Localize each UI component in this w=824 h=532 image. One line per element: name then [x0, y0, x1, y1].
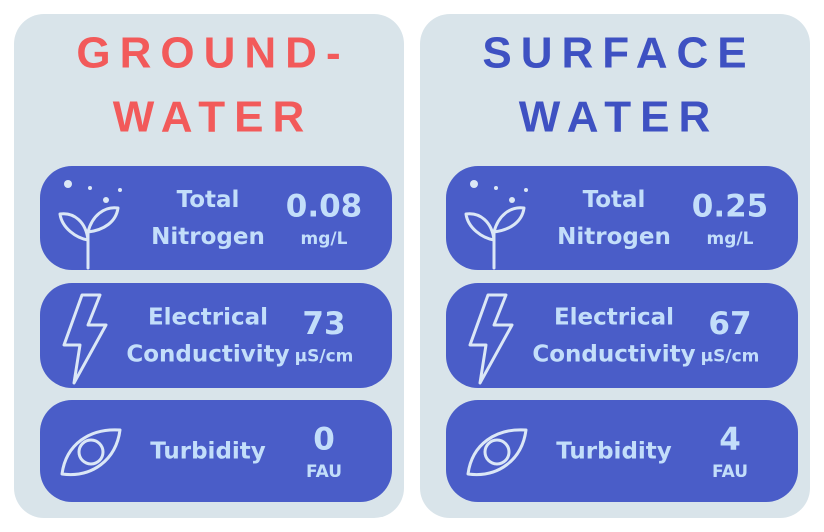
dot	[494, 186, 498, 190]
card-bg	[446, 166, 798, 270]
metric-label: Nitrogen	[151, 224, 265, 250]
metric-label: Conductivity	[532, 342, 695, 368]
metric-value: 0.08	[286, 189, 363, 225]
metric-card: Total Nitrogen 0.25 mg/L	[446, 166, 798, 270]
plant-icon	[464, 206, 526, 270]
metric-value: 0.25	[692, 189, 769, 225]
metric-unit: FAU	[712, 462, 748, 482]
bolt-icon	[62, 293, 108, 385]
metric-card: Turbidity 0 FAU	[40, 400, 392, 502]
panel: SURFACE WATER Total Nitrogen 0.25 mg/L Electri…	[420, 14, 810, 518]
metric-value: 73	[302, 306, 345, 342]
metric-card: Electrical Conductivity 67 µS/cm	[446, 283, 798, 388]
dot	[524, 188, 528, 192]
eye-icon	[60, 428, 122, 477]
metric-label: Electrical	[554, 305, 674, 331]
dot	[64, 180, 72, 188]
metric-label: Turbidity	[556, 439, 672, 465]
panel-title: GROUND-	[76, 29, 349, 78]
bolt-icon	[468, 293, 514, 385]
dot	[470, 180, 478, 188]
metric-card: Total Nitrogen 0.08 mg/L	[40, 166, 392, 270]
metric-unit: mg/L	[301, 229, 348, 249]
icon	[62, 293, 108, 385]
dot	[103, 197, 109, 203]
eye-pupil	[77, 438, 105, 466]
metric-value: 4	[719, 422, 741, 458]
metric-unit: FAU	[306, 462, 342, 482]
metric-card: Electrical Conductivity 73 µS/cm	[40, 283, 392, 388]
metric-card: Turbidity 4 FAU	[446, 400, 798, 502]
dot	[118, 188, 122, 192]
metric-unit: µS/cm	[701, 347, 760, 367]
dot	[509, 197, 515, 203]
eye-icon	[466, 428, 528, 477]
icon	[466, 428, 528, 477]
metric-label: Conductivity	[126, 342, 289, 368]
metric-unit: µS/cm	[295, 347, 354, 367]
eye-pupil	[483, 438, 511, 466]
metric-unit: mg/L	[707, 229, 754, 249]
metric-value: 67	[708, 306, 751, 342]
metric-label: Nitrogen	[557, 224, 671, 250]
panel-title: WATER	[113, 93, 314, 142]
card-bg	[446, 400, 798, 502]
metric-value: 0	[313, 422, 335, 458]
icon	[468, 293, 514, 385]
icon	[58, 180, 122, 270]
metric-label: Total	[583, 187, 646, 213]
plant-icon	[58, 206, 120, 270]
metric-label: Total	[177, 187, 240, 213]
card-bg	[40, 400, 392, 502]
panel-title: SURFACE	[482, 29, 755, 78]
icon	[60, 428, 122, 477]
card-bg	[40, 283, 392, 388]
card-bg	[40, 166, 392, 270]
dot	[88, 186, 92, 190]
icon	[464, 180, 528, 270]
metric-label: Turbidity	[150, 439, 266, 465]
card-bg	[446, 283, 798, 388]
metric-label: Electrical	[148, 305, 268, 331]
panel: GROUND- WATER Total Nitrogen 0.08 mg/L Electri…	[14, 14, 404, 518]
panel-title: WATER	[519, 93, 720, 142]
